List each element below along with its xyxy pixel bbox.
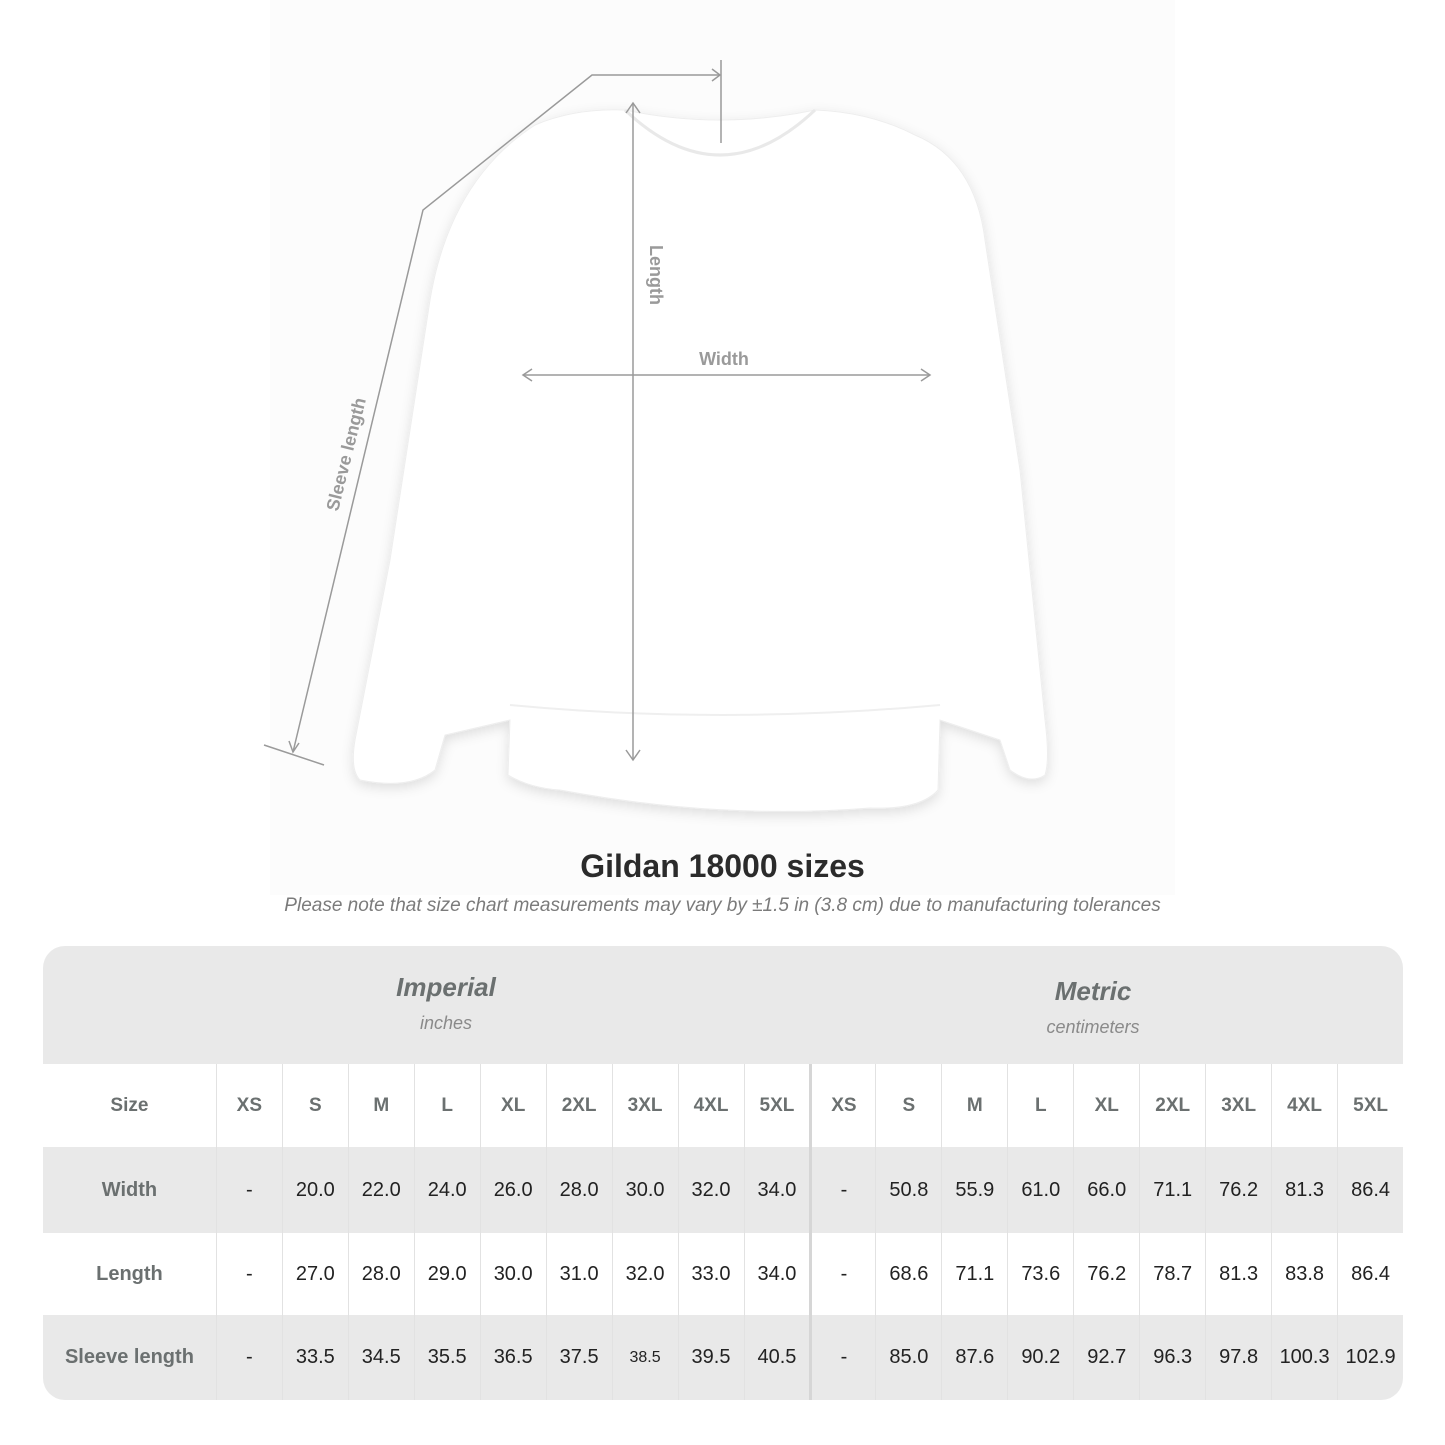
tolerance-note: Please note that size chart measurements…: [284, 895, 1161, 916]
metric-value-cell: 61.0: [1007, 1147, 1073, 1233]
imperial-header: Imperial inches: [216, 972, 676, 1034]
imperial-size-m: M: [347, 1064, 414, 1147]
imperial-value-cell: 30.0: [479, 1233, 546, 1315]
metric-value-cell: 97.8: [1205, 1315, 1271, 1400]
length-label: Length: [646, 245, 666, 305]
imperial-value-cell: 36.5: [479, 1315, 546, 1400]
metric-value-cell: -: [809, 1315, 875, 1400]
imperial-value-cell: 28.0: [347, 1233, 414, 1315]
imperial-value-cell: 31.0: [545, 1233, 612, 1315]
imperial-value-cell: 33.0: [677, 1233, 744, 1315]
imperial-unit: inches: [419, 1013, 473, 1033]
size-header-row: Size XS S M L XL 2XL 3XL 4XL 5XL XS S M L XL 2XL 3XL 4XL 5…: [43, 1064, 1403, 1147]
sweatshirt-measurement-diagram: Length Width Sleeve length: [263, 60, 1048, 812]
metric-size-4xl: 4XL: [1271, 1064, 1337, 1147]
metric-value-cell: 86.4: [1337, 1147, 1403, 1233]
metric-value-cell: 73.6: [1007, 1233, 1073, 1315]
metric-value-cell: 71.1: [1139, 1147, 1205, 1233]
metric-value-cell: 90.2: [1007, 1315, 1073, 1400]
imperial-value-cell: 24.0: [413, 1147, 480, 1233]
imperial-value-cell: 34.0: [743, 1147, 810, 1233]
imperial-value-cell: 37.5: [545, 1315, 612, 1400]
metric-value-cell: 50.8: [875, 1147, 941, 1233]
metric-value-cell: 81.3: [1205, 1233, 1271, 1315]
imperial-value-cell: 22.0: [347, 1147, 414, 1233]
imperial-value-cell: 32.0: [611, 1233, 678, 1315]
width-label: Width: [699, 349, 749, 369]
metric-value-cell: 83.8: [1271, 1233, 1337, 1315]
imperial-size-xs: XS: [215, 1064, 282, 1147]
imperial-size-4xl: 4XL: [677, 1064, 744, 1147]
imperial-value-cell: 20.0: [281, 1147, 348, 1233]
metric-value-cell: -: [809, 1233, 875, 1315]
metric-value-cell: 87.6: [941, 1315, 1007, 1400]
metric-size-l: L: [1007, 1064, 1073, 1147]
sleeve-line: [292, 74, 720, 753]
table-row: Length -27.0 28.0 29.0 30.0 31.0 32.0 33.0 34.0-…: [43, 1233, 1403, 1315]
metric-value-cell: 78.7: [1139, 1233, 1205, 1315]
imperial-value-cell: -: [215, 1147, 282, 1233]
imperial-value-cell: 35.5: [413, 1315, 480, 1400]
imperial-value-cell: 27.0: [281, 1233, 348, 1315]
metric-value-cell: 85.0: [875, 1315, 941, 1400]
metric-size-5xl: 5XL: [1337, 1064, 1403, 1147]
imperial-size-2xl: 2XL: [545, 1064, 612, 1147]
metric-title: Metric: [1054, 976, 1132, 1006]
metric-value-cell: 92.7: [1073, 1315, 1139, 1400]
imperial-value-cell: 32.0: [677, 1147, 744, 1233]
imperial-value-cell: 34.5: [347, 1315, 414, 1400]
imperial-size-3xl: 3XL: [611, 1064, 678, 1147]
row-label: Sleeve length: [64, 1346, 194, 1368]
imperial-size-l: L: [413, 1064, 480, 1147]
imperial-value-cell: 30.0: [611, 1147, 678, 1233]
row-label: Width: [101, 1178, 158, 1201]
size-table: Imperial inches Metric centimeters Size X…: [43, 946, 1403, 1400]
imperial-size-5xl: 5XL: [743, 1064, 810, 1147]
metric-value-cell: 71.1: [941, 1233, 1007, 1315]
imperial-value-cell: 40.5: [743, 1315, 810, 1400]
imperial-value-cell: 38.5: [611, 1315, 678, 1400]
metric-value-cell: 55.9: [941, 1147, 1007, 1233]
metric-unit: centimeters: [1046, 1017, 1140, 1037]
imperial-value-cell: -: [215, 1315, 282, 1400]
imperial-value-cell: -: [215, 1233, 282, 1315]
metric-size-3xl: 3XL: [1205, 1064, 1271, 1147]
imperial-value-cell: 28.0: [545, 1147, 612, 1233]
metric-size-s: S: [875, 1064, 941, 1147]
metric-size-2xl: 2XL: [1139, 1064, 1205, 1147]
metric-size-xs: XS: [809, 1064, 875, 1147]
metric-value-cell: 102.9: [1337, 1315, 1403, 1400]
imperial-size-s: S: [281, 1064, 348, 1147]
metric-value-cell: -: [809, 1147, 875, 1233]
imperial-value-cell: 29.0: [413, 1233, 480, 1315]
metric-value-cell: 68.6: [875, 1233, 941, 1315]
table-header-band: Imperial inches Metric centimeters: [43, 946, 1403, 1064]
imperial-value-cell: 39.5: [677, 1315, 744, 1400]
sleeve-length-label: Sleeve length: [322, 396, 369, 513]
metric-size-xl: XL: [1073, 1064, 1139, 1147]
imperial-value-cell: 34.0: [743, 1233, 810, 1315]
metric-value-cell: 76.2: [1073, 1233, 1139, 1315]
sweatshirt-image: [352, 108, 1048, 812]
metric-value-cell: 76.2: [1205, 1147, 1271, 1233]
table-row: Sleeve length -33.5 34.5 35.5 36.5 37.5 38.5 39…: [43, 1315, 1403, 1400]
metric-header: Metric centimeters: [863, 976, 1323, 1038]
chart-title: Gildan 18000 sizes: [580, 848, 865, 884]
metric-value-cell: 81.3: [1271, 1147, 1337, 1233]
metric-size-m: M: [941, 1064, 1007, 1147]
size-label: Size: [110, 1094, 149, 1116]
metric-value-cell: 66.0: [1073, 1147, 1139, 1233]
metric-value-cell: 100.3: [1271, 1315, 1337, 1400]
imperial-value-cell: 26.0: [479, 1147, 546, 1233]
imperial-title: Imperial: [396, 972, 496, 1002]
row-label: Length: [96, 1262, 163, 1285]
imperial-value-cell: 33.5: [281, 1315, 348, 1400]
table-row: Width -20.0 22.0 24.0 26.0 28.0 30.0 32.0 34.0-5…: [43, 1147, 1403, 1233]
imperial-size-xl: XL: [479, 1064, 546, 1147]
metric-value-cell: 86.4: [1337, 1233, 1403, 1315]
metric-value-cell: 96.3: [1139, 1315, 1205, 1400]
